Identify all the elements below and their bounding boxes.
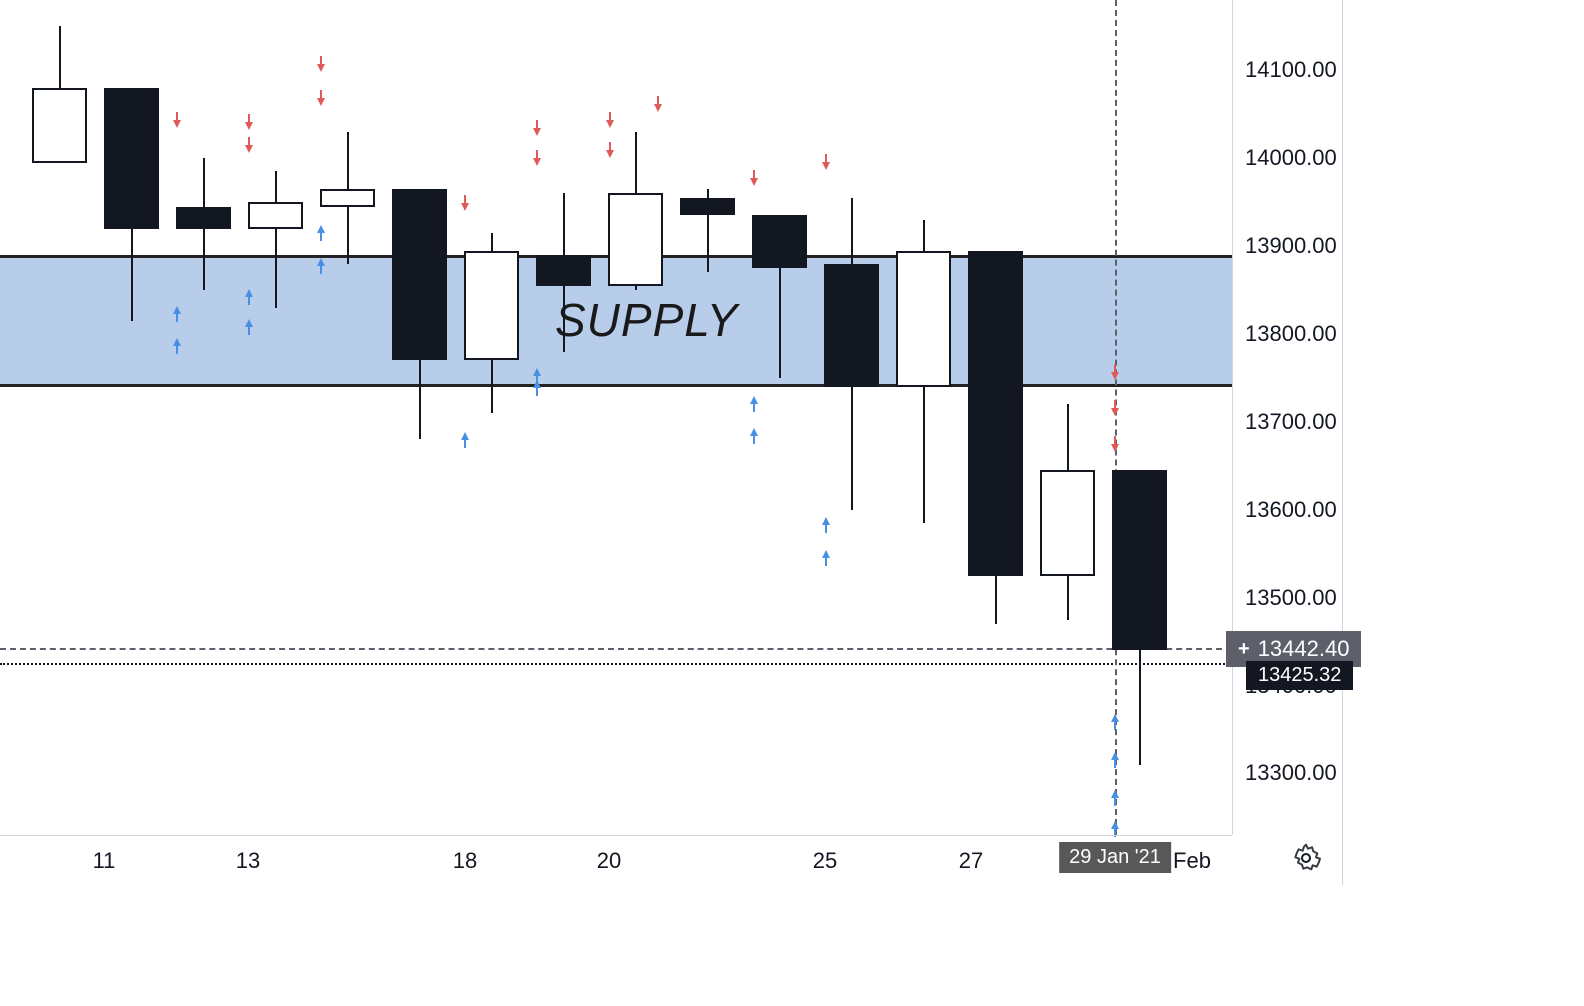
candle-body[interactable] (608, 193, 663, 285)
arrow-up-icon (822, 550, 830, 558)
candle-body[interactable] (680, 198, 735, 216)
arrow-up-icon (1111, 821, 1119, 829)
arrow-down-icon (654, 104, 662, 112)
arrow-down-icon (245, 122, 253, 130)
time-label: 20 (597, 848, 621, 874)
candle-body[interactable] (968, 251, 1023, 576)
supply-zone-label: SUPPLY (555, 293, 738, 347)
time-label-highlighted: 29 Jan '21 (1059, 842, 1171, 873)
candle-body[interactable] (824, 264, 879, 387)
arrow-down-icon (606, 150, 614, 158)
price-label: 13500.00 (1245, 585, 1337, 611)
arrow-down-icon (173, 120, 181, 128)
arrow-up-icon (533, 368, 541, 376)
time-axis[interactable]: 11 13 18 20 25 27 29 Jan '21Feb (0, 835, 1232, 885)
close-price-line (0, 663, 1232, 665)
candle-body[interactable] (464, 251, 519, 361)
candle-wick (275, 171, 277, 307)
price-label: 13600.00 (1245, 497, 1337, 523)
candle-body[interactable] (392, 189, 447, 360)
crosshair-price-value: 13442.40 (1258, 636, 1350, 662)
crosshair-vertical (1115, 0, 1117, 835)
arrow-down-icon (317, 98, 325, 106)
arrow-up-icon (245, 289, 253, 297)
close-price-tag: 13425.32 (1246, 661, 1353, 690)
arrow-up-icon (1111, 752, 1119, 760)
arrow-down-icon (750, 178, 758, 186)
price-label: 14100.00 (1245, 57, 1337, 83)
time-label: 25 (813, 848, 837, 874)
time-label: 13 (236, 848, 260, 874)
arrow-up-icon (245, 319, 253, 327)
price-label: 13800.00 (1245, 321, 1337, 347)
settings-icon[interactable] (1290, 842, 1330, 882)
arrow-down-icon (317, 64, 325, 72)
arrow-up-icon (822, 517, 830, 525)
arrow-down-icon (245, 145, 253, 153)
price-label: 13300.00 (1245, 760, 1337, 786)
arrow-up-icon (1111, 714, 1119, 722)
arrow-down-icon (533, 158, 541, 166)
candle-body[interactable] (104, 88, 159, 229)
candle-body[interactable] (1040, 470, 1095, 575)
arrow-up-icon (317, 258, 325, 266)
price-label: 13700.00 (1245, 409, 1337, 435)
arrow-down-icon (533, 128, 541, 136)
arrow-up-icon (750, 396, 758, 404)
candle-body[interactable] (1112, 470, 1167, 650)
time-label: 27 (959, 848, 983, 874)
arrow-down-icon (606, 120, 614, 128)
arrow-up-icon (317, 225, 325, 233)
arrow-up-icon (533, 380, 541, 388)
candle-body[interactable] (896, 251, 951, 387)
candle-body[interactable] (176, 207, 231, 229)
arrow-up-icon (750, 428, 758, 436)
price-axis[interactable]: 14100.00 14000.00 13900.00 13800.00 13700.00… (1232, 0, 1342, 835)
crosshair-horizontal (0, 648, 1232, 650)
arrow-up-icon (1111, 790, 1119, 798)
arrow-up-icon (173, 338, 181, 346)
arrow-down-icon (461, 203, 469, 211)
arrow-down-icon (1111, 372, 1119, 380)
arrow-up-icon (173, 306, 181, 314)
price-label: 14000.00 (1245, 145, 1337, 171)
candle-body[interactable] (752, 215, 807, 268)
candle-body[interactable] (248, 202, 303, 228)
candle-body[interactable] (32, 88, 87, 163)
arrow-up-icon (461, 432, 469, 440)
price-label: 13900.00 (1245, 233, 1337, 259)
right-separator (1342, 0, 1343, 885)
arrow-down-icon (1111, 444, 1119, 452)
arrow-down-icon (1111, 408, 1119, 416)
time-label: 11 (93, 848, 116, 874)
candle-body[interactable] (320, 189, 375, 207)
time-label: 18 (453, 848, 477, 874)
candle-body[interactable] (536, 255, 591, 286)
chart-area[interactable]: SUPPLY (0, 0, 1232, 835)
crosshair-plus-icon: + (1238, 638, 1250, 661)
arrow-down-icon (822, 162, 830, 170)
time-label: Feb (1173, 848, 1211, 874)
